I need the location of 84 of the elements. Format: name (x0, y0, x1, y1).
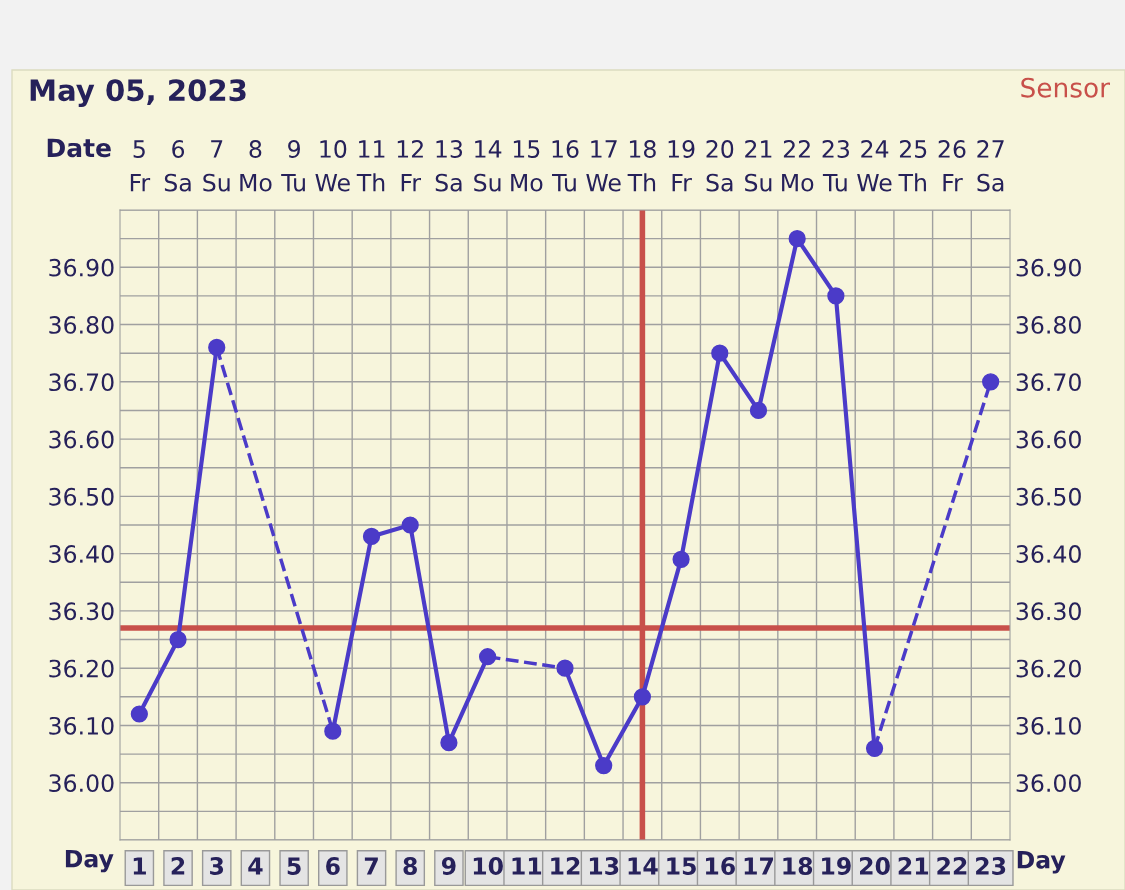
x-tick-label: 17 (744, 857, 774, 875)
x-tick-label: 20 (860, 857, 890, 875)
x-tick-label: 13 (589, 857, 619, 875)
x-axis-title: Day (65, 849, 114, 873)
x-tick-label: 10 (473, 857, 503, 875)
point (633, 688, 652, 706)
x2-tick-label: 23 Tu (822, 140, 849, 192)
x2-tick-label: 15 Mo (511, 140, 543, 192)
x2-tick-label: 13 Sa (435, 140, 463, 192)
point (208, 338, 226, 357)
y2-tick-label: 36.90 (1016, 258, 1081, 277)
x2-axis-title: Date (47, 138, 111, 158)
y-tick-label: 36.80 (49, 315, 114, 334)
x2-tick-label: 6 Sa (164, 140, 191, 192)
y2-tick-label: 36.40 (1016, 545, 1081, 563)
x2-tick-label: 5 Fr (130, 140, 151, 192)
y2-tick-label: 36.60 (1016, 430, 1081, 449)
x-tick-label: 21 (898, 857, 929, 875)
x2-tick-label: 18 Th (627, 140, 656, 192)
y-tick-label: 36.70 (49, 373, 114, 392)
y-tick-label: 36.00 (49, 774, 114, 793)
chart-title: May 05, 2023 (30, 79, 246, 108)
x-tick-label: 23 (976, 857, 1006, 875)
x2-tick-label: 7 Su (203, 140, 230, 192)
point (711, 344, 729, 362)
x-tick-label: 4 (248, 857, 263, 875)
x2-tick-label: 8 Mo (240, 140, 272, 192)
y-tick-label: 36.10 (49, 716, 114, 735)
y-tick-label: 36.50 (49, 487, 114, 506)
x-tick-label: 15 (667, 857, 696, 875)
x-tick-label: 18 (783, 857, 813, 875)
x2-tick-label: 16 Tu (552, 140, 579, 192)
y-tick-label: 36.20 (49, 659, 114, 678)
point (749, 401, 768, 420)
x-tick-label: 8 (403, 857, 417, 875)
x-tick-label: 6 (326, 857, 340, 875)
y2-tick-label: 36.00 (1016, 774, 1081, 793)
point (169, 630, 187, 649)
point (788, 230, 806, 248)
x-tick-label: 2 (171, 857, 185, 875)
x-tick-label: 7 (364, 857, 378, 875)
x-tick-label: 11 (512, 857, 542, 875)
x2-tick-label: 19 Fr (668, 140, 695, 192)
x2-tick-label: 21 Su (745, 140, 772, 192)
x-tick-label: 5 (287, 857, 301, 875)
x2-tick-label: 27 Sa (977, 140, 1004, 192)
x2-tick-label: 25 Th (898, 140, 927, 192)
x-tick-label: 3 (210, 857, 224, 875)
point (982, 373, 1000, 391)
point (595, 756, 613, 775)
y2-tick-label: 36.30 (1016, 602, 1081, 621)
x2-tick-label: 22 Mo (782, 140, 814, 192)
y2-tick-label: 36.50 (1016, 487, 1081, 506)
y-tick-label: 36.90 (49, 258, 114, 277)
x2-tick-label: 12 Fr (397, 140, 423, 192)
x-tick-label: 9 (441, 857, 456, 875)
x-tick-label: 14 (628, 857, 658, 875)
x-tick-label: 16 (706, 857, 735, 875)
point (827, 287, 845, 305)
x-tick-label: 22 (937, 857, 967, 875)
x2-tick-label: 20 Sa (706, 140, 734, 192)
text: Day (1017, 851, 1066, 874)
y-tick-label: 36.30 (49, 602, 114, 621)
y2-tick-label: 36.70 (1016, 373, 1081, 392)
y-tick-label: 36.60 (49, 430, 114, 449)
x-tick-label: 12 (551, 857, 580, 875)
x2-tick-label: 24 We (857, 140, 892, 192)
y2-tick-label: 36.10 (1016, 716, 1081, 735)
x2-tick-label: 17 We (586, 140, 621, 192)
point (865, 739, 884, 757)
y-tick-label: 36.40 (49, 545, 114, 563)
y2-tick-label: 36.80 (1016, 315, 1081, 334)
x-tick-label: 19 (822, 857, 851, 875)
x2-tick-label: 11 Th (356, 140, 385, 192)
point (672, 550, 690, 568)
x2-tick-label: 14 Su (474, 140, 502, 192)
x2-tick-label: 26 Fr (938, 140, 966, 192)
point (556, 659, 574, 677)
point (130, 705, 148, 723)
y2-tick-label: 36.20 (1016, 659, 1081, 678)
x2-tick-label: 9 Tu (281, 140, 305, 192)
x2-tick-label: 10 We (315, 140, 350, 192)
x-tick-label: 1 (133, 857, 146, 875)
text: Sensor (1021, 77, 1110, 98)
